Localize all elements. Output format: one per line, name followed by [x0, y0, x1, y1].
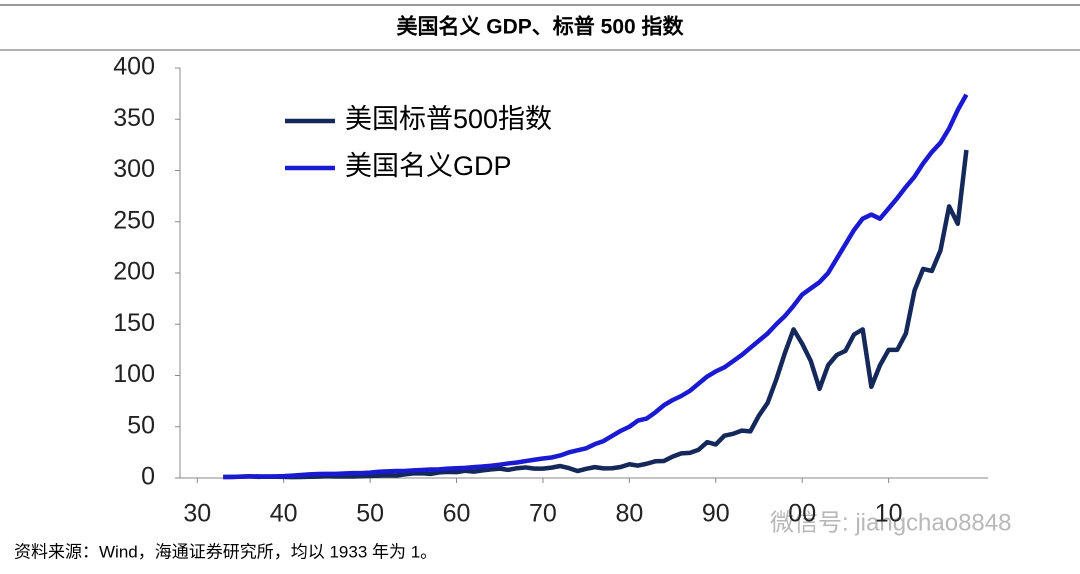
x-tick-label: 00: [788, 500, 816, 528]
series-line: [223, 93, 969, 480]
x-tick-label: 80: [615, 500, 643, 528]
legend-label: 美国标普500指数: [345, 104, 552, 134]
x-tick-label: 40: [270, 500, 298, 528]
x-tick-label: 70: [529, 500, 557, 528]
y-tick-label: 250: [113, 206, 155, 234]
y-tick-label: 150: [113, 309, 155, 337]
y-tick-label: 0: [141, 463, 155, 491]
x-tick-label: 60: [443, 500, 471, 528]
source-note: 资料来源：Wind，海通证券研究所，均以 1933 年为 1。: [14, 542, 437, 561]
watermark: 微信号: jiangchao8848: [770, 509, 1011, 536]
x-tick-label: 50: [356, 500, 384, 528]
y-tick-label: 100: [113, 360, 155, 388]
x-tick-label: 90: [702, 500, 730, 528]
chart-title: 美国名义 GDP、标普 500 指数: [396, 15, 684, 39]
y-tick-label: 50: [127, 411, 155, 439]
x-tick-label: 30: [183, 500, 211, 528]
legend-label: 美国名义GDP: [345, 151, 512, 181]
y-tick-label: 350: [113, 104, 155, 132]
y-tick-label: 400: [113, 53, 155, 81]
y-tick-label: 200: [113, 258, 155, 286]
x-tick-label: 10: [875, 500, 903, 528]
y-tick-label: 300: [113, 155, 155, 183]
series-line: [223, 149, 969, 480]
